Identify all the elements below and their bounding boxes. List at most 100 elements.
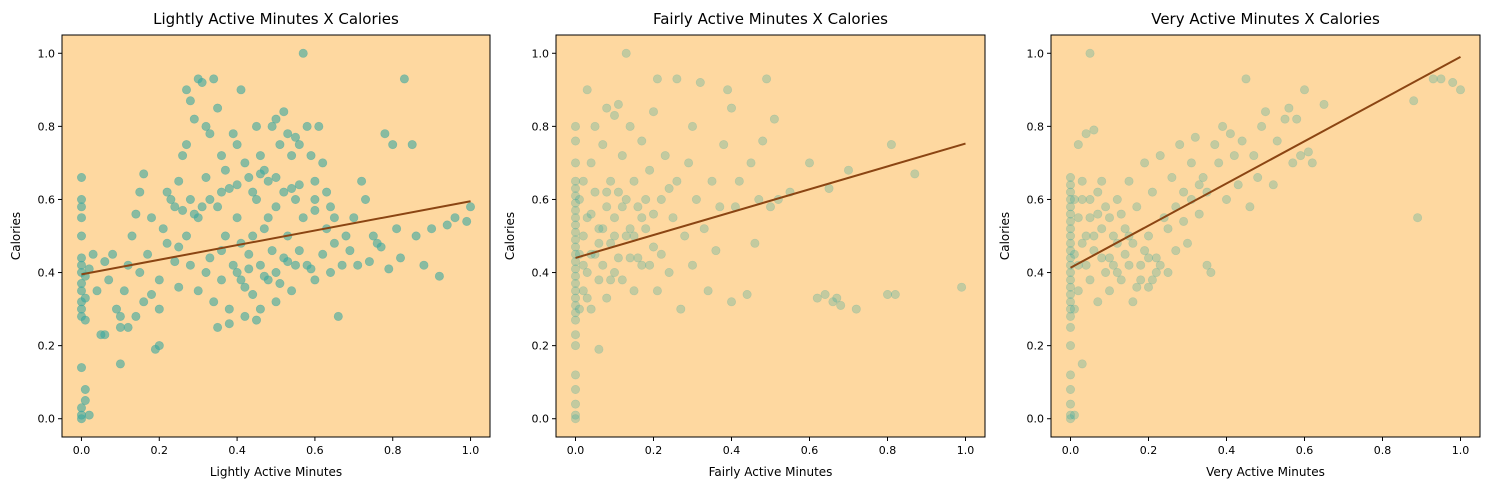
data-point — [629, 286, 639, 296]
data-point — [189, 114, 199, 124]
data-point — [147, 289, 157, 299]
data-point — [178, 205, 188, 215]
data-point — [828, 297, 838, 307]
data-point — [255, 151, 265, 161]
x-tick-label: 1.0 — [957, 444, 975, 457]
data-point — [298, 48, 308, 58]
data-point — [185, 96, 195, 106]
data-point — [664, 267, 674, 277]
data-point — [1307, 158, 1317, 168]
data-point — [1292, 114, 1302, 124]
data-point — [820, 289, 830, 299]
y-tick-label: 0.4 — [532, 267, 550, 280]
data-point — [769, 114, 779, 124]
data-point — [570, 341, 580, 351]
data-point — [629, 176, 639, 186]
data-point — [92, 286, 102, 296]
data-point — [1108, 231, 1118, 241]
data-point — [1284, 103, 1294, 113]
data-point — [1155, 260, 1165, 270]
x-tick-label: 0.6 — [1296, 444, 1314, 457]
data-point — [1202, 260, 1212, 270]
x-tick-label: 0.8 — [879, 444, 897, 457]
data-point — [1136, 260, 1146, 270]
data-point — [217, 151, 227, 161]
data-point — [197, 78, 207, 88]
data-point — [224, 184, 234, 194]
data-point — [263, 213, 273, 223]
data-point — [570, 220, 580, 230]
data-point — [197, 202, 207, 212]
data-point — [1108, 260, 1118, 270]
data-point — [641, 195, 651, 205]
data-point — [1066, 370, 1076, 380]
axes-frame — [1050, 34, 1481, 438]
data-point — [1112, 267, 1122, 277]
data-point — [104, 275, 114, 285]
data-point — [1288, 158, 1298, 168]
data-point — [1268, 180, 1278, 190]
x-tick-label: 0.6 — [801, 444, 819, 457]
data-point — [1085, 48, 1095, 58]
data-point — [570, 184, 580, 194]
data-point — [687, 260, 697, 270]
data-point — [329, 238, 339, 248]
data-point — [1066, 238, 1076, 248]
data-point — [586, 158, 596, 168]
data-point — [1428, 74, 1438, 84]
data-point — [570, 198, 580, 208]
data-point — [1413, 213, 1423, 223]
data-point — [570, 384, 580, 394]
data-point — [598, 224, 608, 234]
data-point — [224, 304, 234, 314]
data-point — [1066, 195, 1076, 205]
y-axis-label: Calories — [9, 212, 23, 260]
data-point — [609, 267, 619, 277]
y-tick-label: 0.2 — [1027, 340, 1045, 353]
data-point — [1206, 267, 1216, 277]
data-point — [1066, 410, 1076, 420]
data-point — [1253, 173, 1263, 183]
data-point — [465, 202, 475, 212]
data-point — [255, 169, 265, 179]
data-point — [582, 293, 592, 303]
data-point — [1128, 238, 1138, 248]
data-point — [598, 140, 608, 150]
plot-area — [62, 35, 490, 437]
data-point — [427, 224, 437, 234]
x-tick-label: 0.2 — [1140, 444, 1158, 457]
data-point — [1198, 173, 1208, 183]
data-point — [1120, 224, 1130, 234]
scatter-points — [1066, 48, 1466, 424]
data-point — [1077, 359, 1087, 369]
data-point — [594, 238, 604, 248]
data-point — [298, 213, 308, 223]
data-point — [135, 187, 145, 197]
data-point — [271, 114, 281, 124]
data-point — [182, 85, 192, 95]
data-point — [836, 300, 846, 310]
data-point — [318, 158, 328, 168]
data-point — [1097, 253, 1107, 263]
scatter-points — [77, 48, 475, 424]
data-point — [364, 257, 374, 267]
data-point — [746, 158, 756, 168]
data-point — [570, 136, 580, 146]
chart-title: Lightly Active Minutes X Calories — [153, 10, 399, 28]
y-tick-label: 0.8 — [38, 120, 56, 133]
data-point — [637, 260, 647, 270]
data-point — [609, 213, 619, 223]
data-point — [1073, 213, 1083, 223]
data-point — [306, 151, 316, 161]
data-point — [1066, 267, 1076, 277]
data-point — [613, 253, 623, 263]
data-point — [1120, 249, 1130, 259]
x-tick-label: 0.6 — [306, 444, 324, 457]
data-point — [1081, 129, 1091, 139]
data-point — [570, 176, 580, 186]
data-point — [633, 202, 643, 212]
data-point — [726, 103, 736, 113]
data-point — [283, 257, 293, 267]
data-point — [115, 359, 125, 369]
data-point — [1089, 231, 1099, 241]
